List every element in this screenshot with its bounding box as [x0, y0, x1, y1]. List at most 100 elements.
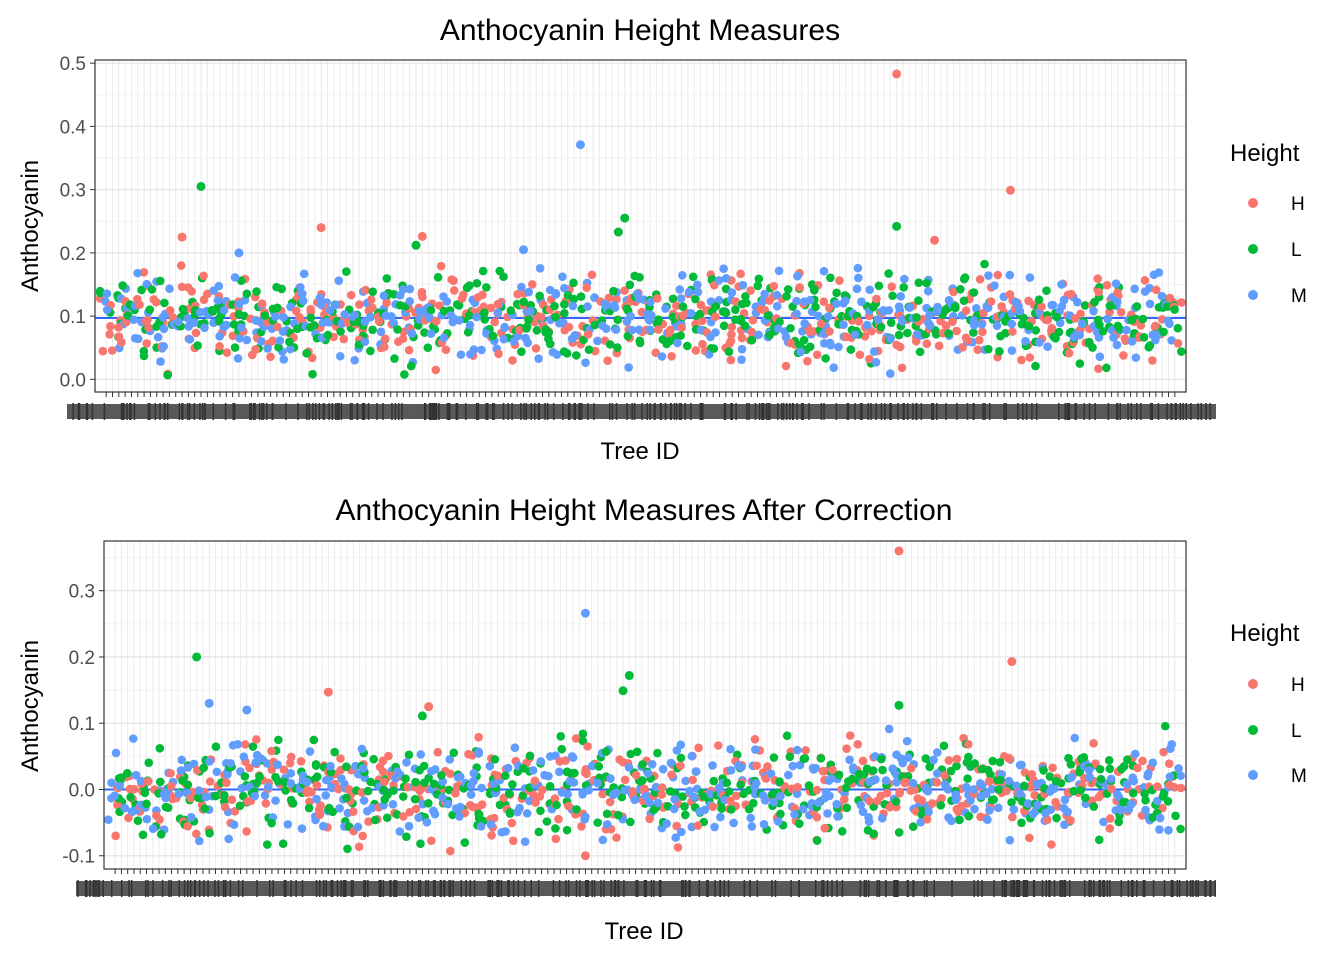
- point-l-outlier: [892, 221, 902, 231]
- point-m: [162, 788, 171, 797]
- point-h: [166, 768, 175, 778]
- x-tick-label: [96, 880, 98, 897]
- point-m: [792, 296, 801, 306]
- point-l: [956, 285, 965, 294]
- point-l: [894, 828, 904, 837]
- point-l: [416, 839, 425, 848]
- point-m: [1066, 773, 1076, 783]
- point-l: [724, 787, 734, 796]
- point-m: [469, 768, 479, 778]
- point-h: [358, 831, 368, 841]
- x-tick-label: [447, 403, 450, 420]
- point-l: [868, 766, 878, 775]
- point-l: [1077, 754, 1086, 763]
- x-tick-label: [1012, 880, 1014, 897]
- x-tick-label: [1151, 403, 1153, 420]
- point-l: [776, 809, 785, 819]
- point-h: [727, 322, 737, 332]
- point-l: [342, 793, 351, 803]
- point-m: [520, 837, 530, 847]
- x-tick-label: [1083, 403, 1086, 420]
- x-tick-label: [475, 403, 478, 420]
- point-m: [1099, 817, 1108, 827]
- point-m: [569, 778, 579, 787]
- x-tick-label: [330, 880, 332, 897]
- x-tick-label: [224, 403, 227, 420]
- point-h: [963, 739, 973, 749]
- point-l: [369, 754, 378, 764]
- point-l: [230, 343, 240, 352]
- x-tick-label: [126, 403, 128, 420]
- point-h: [431, 316, 441, 326]
- point-l: [721, 308, 731, 318]
- point-m: [233, 739, 243, 749]
- legend-key-l: [1248, 244, 1258, 254]
- x-tick-label: [343, 880, 346, 897]
- x-tick-label: [575, 880, 578, 897]
- point-l: [240, 772, 250, 781]
- point-m: [850, 330, 860, 339]
- x-tick-label: [1075, 403, 1077, 420]
- x-tick-label: [1064, 880, 1067, 897]
- x-tick-label: [379, 880, 382, 897]
- point-h: [1047, 323, 1057, 333]
- point-m: [693, 287, 703, 297]
- point-m: [256, 336, 266, 346]
- point-m: [522, 809, 532, 818]
- x-tick-label: [312, 403, 314, 420]
- point-m: [908, 778, 918, 788]
- point-m: [325, 306, 335, 315]
- point-m: [424, 313, 434, 322]
- point-l: [1045, 772, 1055, 781]
- point-m: [251, 316, 261, 325]
- point-m: [1153, 796, 1162, 806]
- point-m: [262, 759, 272, 768]
- legend-title: Height: [1230, 140, 1300, 167]
- x-tick-label: [714, 880, 716, 897]
- legend: Height H L M: [1230, 140, 1307, 307]
- x-tick-label: [486, 403, 489, 420]
- point-m: [568, 753, 578, 762]
- point-l: [517, 347, 526, 356]
- point-l: [668, 312, 678, 322]
- point-m: [1116, 806, 1125, 815]
- point-l: [519, 764, 528, 773]
- x-tick-label: [931, 403, 933, 420]
- point-m: [189, 759, 199, 769]
- point-h: [142, 339, 151, 348]
- point-l: [1163, 302, 1172, 311]
- point-m: [129, 315, 139, 325]
- point-m: [111, 748, 121, 758]
- point-h: [726, 796, 735, 805]
- point-h: [114, 323, 123, 332]
- point-m: [331, 300, 341, 310]
- point-m: [283, 820, 293, 829]
- point-m: [285, 344, 295, 354]
- x-tick-label: [902, 403, 904, 420]
- point-h-outlier: [892, 69, 902, 79]
- x-tick-label: [791, 403, 794, 420]
- x-tick-label: [782, 403, 785, 420]
- point-l: [1144, 342, 1154, 352]
- point-m: [708, 761, 717, 770]
- point-l: [1007, 798, 1016, 807]
- point-l: [625, 280, 635, 290]
- point-h: [657, 783, 667, 792]
- x-tick-label: [78, 403, 81, 420]
- point-h: [948, 317, 957, 327]
- x-tick-label: [301, 880, 304, 897]
- point-m: [983, 815, 992, 824]
- point-m: [316, 300, 326, 309]
- point-m: [646, 310, 656, 320]
- point-h: [583, 742, 592, 751]
- x-tick-label: [1149, 403, 1152, 420]
- point-h: [952, 326, 961, 336]
- point-m: [422, 817, 432, 827]
- x-tick-label: [1170, 403, 1173, 420]
- point-l: [1176, 824, 1185, 834]
- point-h: [1176, 783, 1186, 793]
- x-tick-label: [340, 403, 343, 420]
- point-m: [387, 312, 396, 321]
- x-tick-label: [591, 880, 593, 897]
- point-h: [536, 312, 546, 322]
